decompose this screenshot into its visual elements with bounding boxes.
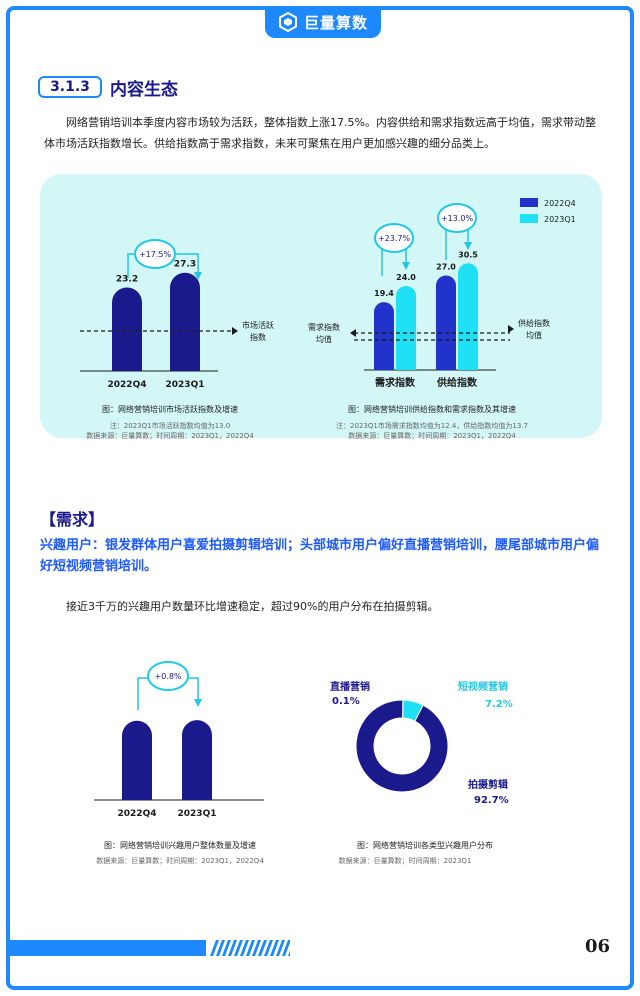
supply-growth-arrow-icon xyxy=(464,242,472,250)
bar-2022Q4 xyxy=(122,720,152,800)
stripe xyxy=(216,940,225,956)
section-title: 内容生态 xyxy=(110,80,178,100)
category-label: 需求指数 xyxy=(375,376,416,389)
chart4-caption: 图：网络营销培训各类型兴趣用户分布 xyxy=(357,841,493,850)
bar-供给指数-2023Q1 xyxy=(458,263,478,370)
slice-value-shortvideo: 7.2% xyxy=(485,699,513,710)
section-number: 3.1.3 xyxy=(38,76,102,98)
legend-label-2022q4: 2022Q4 xyxy=(544,199,576,208)
supply-average-label-line2: 均值 xyxy=(526,330,542,340)
stripe xyxy=(228,940,237,956)
stripe xyxy=(258,940,267,956)
bar-value-label: 30.5 xyxy=(458,250,478,259)
bar-value-label: 27.3 xyxy=(174,260,196,270)
bar-value-label: 23.2 xyxy=(116,274,138,284)
chart3-caption: 图：网络营销培训兴趣用户整体数量及增速 xyxy=(104,841,256,850)
growth-arrow-icon xyxy=(194,272,202,280)
stripe xyxy=(252,940,261,956)
demand-average-label-line1: 需求指数 xyxy=(308,322,340,332)
arrow-left-icon xyxy=(350,329,356,337)
legend-swatch-2022q4 xyxy=(520,198,538,207)
demand-growth-label: +23.7% xyxy=(378,234,411,243)
chart4-note: 数据来源：巨量算数；时间周期：2023Q1 xyxy=(338,857,472,865)
bar-value-label: 27.0 xyxy=(436,263,456,272)
brand-badge: 巨量算数 xyxy=(265,6,381,38)
growth-bubble xyxy=(147,661,189,691)
section-paragraph: 网络营销培训本季度内容市场较为活跃，整体指数上涨17.5%。内容供给和需求指数远… xyxy=(44,116,596,150)
chart3-note: 数据来源：巨量算数；时间周期：2023Q1，2022Q4 xyxy=(96,857,264,865)
bar-2023Q1 xyxy=(170,272,200,371)
chart2-caption: 图：网络营销培训供给指数和需求指数及其增速 xyxy=(348,405,516,414)
chart2-note-line2: 数据来源：巨量算数；时间周期：2023Q1，2022Q4 xyxy=(348,432,516,440)
arrow-right-icon xyxy=(508,325,514,333)
bar-需求指数-2023Q1 xyxy=(396,286,416,370)
slice-label-shortvideo: 短视频营销 xyxy=(458,680,508,693)
demand-paragraph: 接近3千万的兴趣用户数量环比增速稳定，超过90%的用户分布在拍摄剪辑。 xyxy=(66,600,439,613)
demand-growth-arrow-icon xyxy=(402,262,410,270)
demand-growth-bubble xyxy=(374,223,414,253)
chart1-caption: 图：网络营销培训市场活跃指数及增速 xyxy=(102,405,238,414)
bar-value-label: 24.0 xyxy=(396,273,416,282)
supply-average-label-line1: 供给指数 xyxy=(518,318,550,328)
interest-users-chart: 2022Q4 2023Q1 +0.8% xyxy=(94,661,264,819)
category-label: 2022Q4 xyxy=(118,809,157,819)
slice-label-livestream: 直播营销 xyxy=(330,680,370,693)
average-label-line2: 指数 xyxy=(250,332,266,342)
slice-value-livestream: 0.1% xyxy=(332,696,360,707)
demand-average-label-line2: 均值 xyxy=(316,334,332,344)
chart2-note-line1: 注：2023Q1市场需求指数均值为12.4，供给指数均值为13.7 xyxy=(336,422,528,430)
category-label: 供给指数 xyxy=(436,376,478,389)
stripe xyxy=(270,940,279,956)
supply-growth-bubble xyxy=(437,203,477,233)
category-label: 2023Q1 xyxy=(166,380,205,390)
brand-name: 巨量算数 xyxy=(303,13,368,32)
stripe xyxy=(222,940,231,956)
growth-bubble xyxy=(134,239,176,269)
interest-distribution-donut: 直播营销 0.1% 短视频营销 7.2% 拍摄剪辑 92.7% xyxy=(330,680,513,806)
stripe xyxy=(276,940,285,956)
growth-label: +17.5% xyxy=(139,250,172,259)
stripe xyxy=(210,940,219,956)
stripe xyxy=(234,940,243,956)
stripe xyxy=(246,940,255,956)
bar-需求指数-2022Q4 xyxy=(374,302,394,370)
footer-stripes xyxy=(10,940,290,956)
growth-arrow-icon xyxy=(194,699,202,707)
stripe xyxy=(264,940,273,956)
chart1-note: 注：2023Q1市场活跃指数均值为13.0 数据来源：巨量算数；时间周期：202… xyxy=(50,421,290,441)
chart1-note-line1: 注：2023Q1市场活跃指数均值为13.0 xyxy=(109,422,231,430)
legend-label-2023q1: 2023Q1 xyxy=(544,215,576,224)
donut-slice-拍摄剪辑 xyxy=(355,699,449,793)
slice-label-editing: 拍摄剪辑 xyxy=(468,778,508,791)
chart1-note-line2: 数据来源：巨量算数；时间周期：2023Q1，2022Q4 xyxy=(86,432,254,440)
brand-logo-icon xyxy=(278,12,297,32)
activity-index-chart: 23.2 2022Q4 27.3 2023Q1 市场活跃 指数 +17.5% xyxy=(80,239,274,390)
supply-growth-label: +13.0% xyxy=(441,214,474,223)
demand-highlight: 兴趣用户：银发群体用户喜爱拍摄剪辑培训；头部城市用户偏好直播营销培训，腰尾部城市… xyxy=(40,538,600,574)
category-label: 2023Q1 xyxy=(178,809,217,819)
bar-value-label: 19.4 xyxy=(374,289,394,298)
demand-heading: 【需求】 xyxy=(40,510,105,529)
supply-demand-chart: 2022Q4 2023Q1 19.424.0 需求指数 27.030.5 供给指数 需… xyxy=(308,198,576,389)
slice-value-editing: 92.7% xyxy=(474,795,509,806)
stripe xyxy=(240,940,249,956)
average-label-line1: 市场活跃 xyxy=(242,320,274,330)
legend-swatch-2023q1 xyxy=(520,214,538,223)
category-label: 2022Q4 xyxy=(108,380,147,390)
stripe xyxy=(282,940,290,956)
bar-2023Q1 xyxy=(182,720,212,800)
bar-供给指数-2022Q4 xyxy=(436,275,456,370)
page-number: 06 xyxy=(584,936,610,957)
bar-2022Q4 xyxy=(112,287,142,371)
arrow-icon xyxy=(232,327,238,335)
chart2-note: 注：2023Q1市场需求指数均值为12.4，供给指数均值为13.7 数据来源：巨… xyxy=(312,421,552,441)
growth-label: +0.8% xyxy=(154,672,181,681)
